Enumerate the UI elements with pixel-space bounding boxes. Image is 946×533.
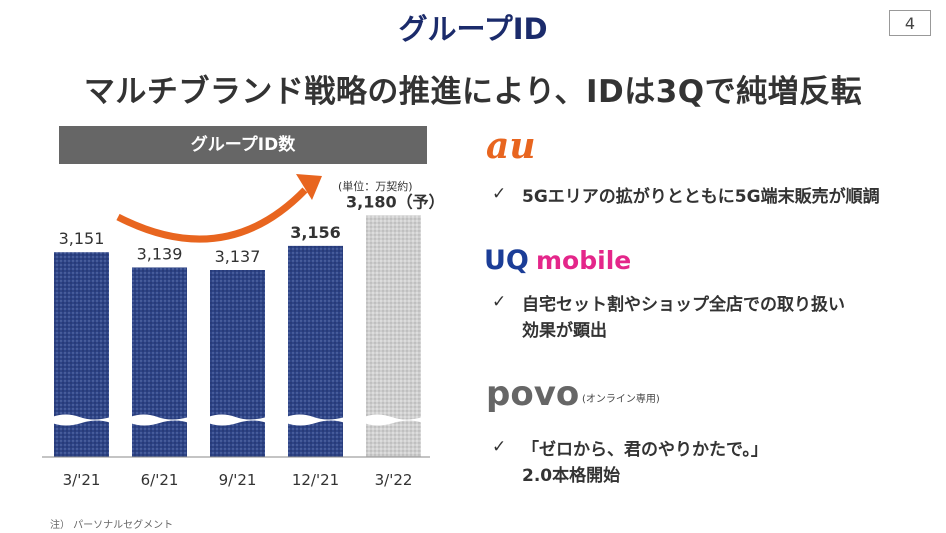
category-label-1: 6/'21 [141, 471, 179, 489]
au-point-text: 5Gエリアの拡がりとともに5G端末販売が順調 [522, 187, 880, 207]
bar-1 [132, 267, 187, 457]
bar-2 [210, 270, 265, 457]
uq-mobile-logo: UQ mobile [484, 245, 631, 276]
check-icon: ✓ [492, 292, 507, 312]
growth-arrow [116, 187, 308, 243]
category-label-3: 12/'21 [292, 471, 339, 489]
svg-text:UQ: UQ [484, 245, 529, 276]
povo-note: (オンライン専用) [582, 394, 660, 405]
axis-break-4 [364, 414, 423, 426]
axis-break-3 [286, 414, 345, 426]
uq-point-text-line2: 効果が顕出 [522, 321, 607, 341]
povo-point-text-line1: 「ゼロから、君のやりかたで。」 [522, 440, 768, 460]
value-label-2: 3,137 [215, 247, 261, 266]
headline: マルチブランド戦略の推進により、IDは3Qで純増反転 [83, 74, 863, 110]
bar-3 [288, 245, 343, 457]
povo-logo: povo [486, 374, 579, 414]
check-icon: ✓ [492, 184, 507, 204]
category-label-0: 3/'21 [63, 471, 101, 489]
category-label-2: 9/'21 [219, 471, 257, 489]
check-icon: ✓ [492, 437, 507, 457]
axis-break-0 [52, 414, 111, 426]
svg-text:au: au [486, 126, 536, 166]
value-label-4: 3,180（予） [346, 192, 445, 211]
svg-text:povo: povo [486, 374, 579, 414]
footnote: 注） パーソナルセグメント [50, 520, 174, 531]
axis-break-2 [208, 414, 267, 426]
uq-point-text-line1: 自宅セット割やショップ全店での取り扱い [522, 295, 845, 315]
slide-title: グループID [398, 12, 548, 46]
value-label-3: 3,156 [290, 223, 341, 242]
povo-point-text-line2: 2.0本格開始 [522, 466, 621, 486]
page-number: 4 [889, 10, 931, 36]
au-logo: au [486, 126, 536, 166]
bar-0 [54, 252, 109, 457]
svg-text:mobile: mobile [536, 246, 631, 275]
bar-chart: (単位：万契約) 3,151 3/'21 3,139 6/'21 3,137 9/'21 3… [42, 174, 445, 489]
category-label-4: 3/'22 [375, 471, 413, 489]
unit-label: (単位：万契約) [338, 179, 413, 193]
axis-break-1 [130, 414, 189, 426]
growth-arrowhead [296, 174, 322, 200]
chart-header: グループID数 [59, 126, 427, 164]
value-label-0: 3,151 [59, 229, 105, 248]
value-label-1: 3,139 [137, 244, 183, 263]
